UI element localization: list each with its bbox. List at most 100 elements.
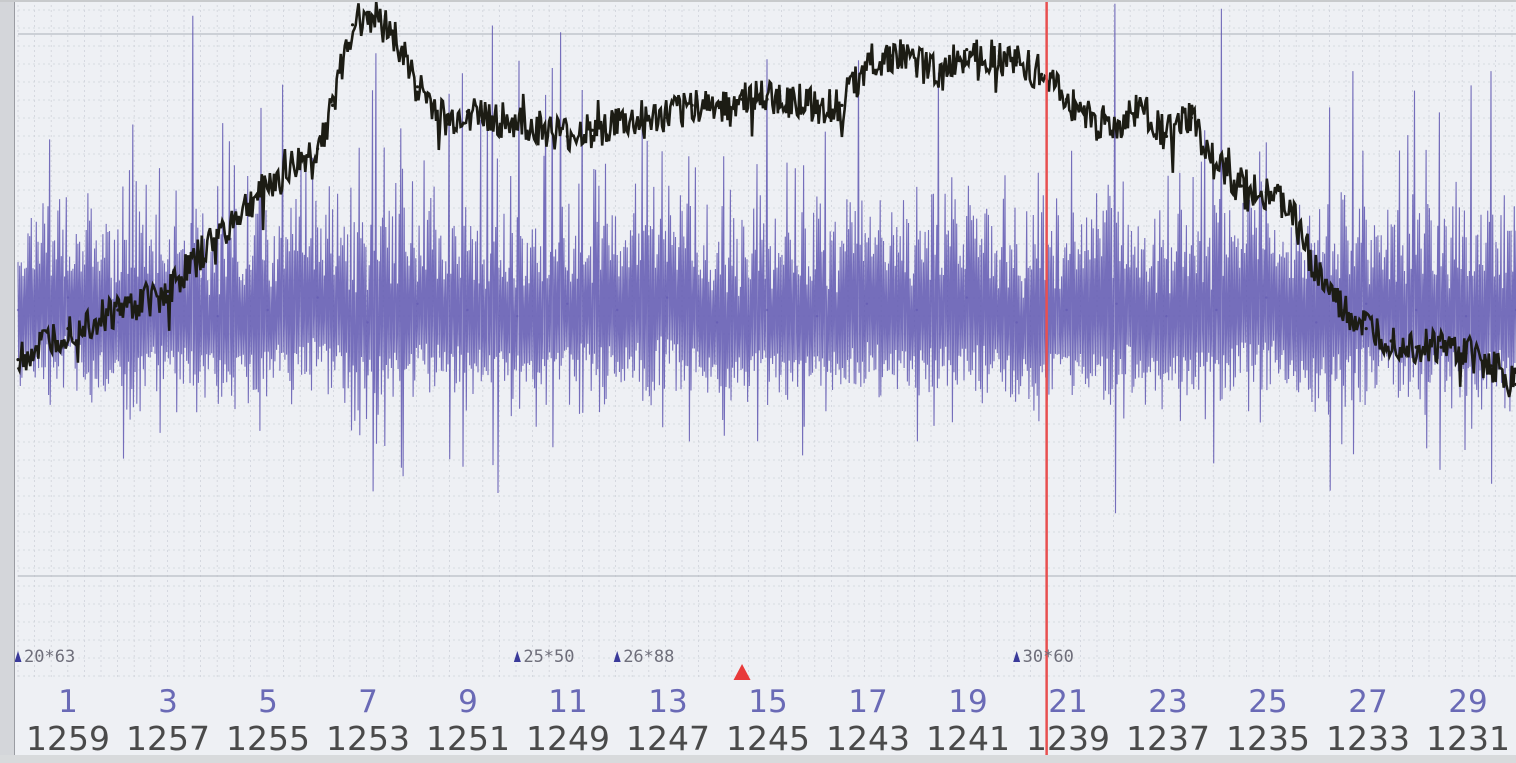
- black-series-point: [615, 122, 619, 126]
- x-tick-label-top: 23: [1148, 684, 1187, 720]
- left-border: [0, 0, 15, 763]
- black-series-point: [1065, 97, 1069, 101]
- black-series-point: [1489, 364, 1493, 368]
- black-series-point: [166, 289, 170, 293]
- x-tick-label-bottom: 1239: [1026, 719, 1110, 758]
- black-series-point: [1015, 60, 1019, 64]
- purple-series-point: [715, 321, 719, 324]
- black-series-point: [865, 60, 869, 64]
- black-series-point: [16, 358, 20, 362]
- x-tick-label-bottom: 1253: [326, 719, 410, 758]
- top-border: [0, 0, 1516, 2]
- black-series-point: [216, 234, 220, 238]
- purple-series-point: [1414, 308, 1418, 312]
- black-series-point: [1214, 165, 1218, 169]
- black-series-point: [316, 147, 320, 151]
- black-series-point: [590, 128, 594, 132]
- black-series-point: [815, 103, 819, 107]
- purple-series-point: [366, 321, 369, 324]
- black-series-point: [1264, 190, 1268, 194]
- black-series-point: [1314, 271, 1318, 275]
- black-series-point: [350, 23, 355, 27]
- black-series-point: [565, 134, 569, 138]
- x-tick-label-bottom: 1255: [226, 719, 310, 758]
- purple-series-point: [1215, 308, 1218, 312]
- purple-series-point: [266, 308, 269, 312]
- black-series-point: [490, 116, 494, 120]
- x-tick-label-bottom: 1231: [1426, 719, 1510, 758]
- marker-layer: 20*63 25*50 26*88 30*60: [14, 647, 1074, 680]
- purple-series-point: [1315, 321, 1318, 324]
- x-tick-label-bottom: 1257: [126, 719, 210, 758]
- x-tick-label-top: 19: [948, 684, 987, 720]
- black-series-point: [1114, 128, 1119, 132]
- x-tick-label-top: 27: [1348, 684, 1387, 720]
- black-series-point: [1040, 72, 1044, 76]
- purple-series-point: [1265, 296, 1268, 299]
- x-tick-label-bottom: 1243: [826, 719, 910, 758]
- x-tick-label-top: 11: [548, 684, 587, 720]
- black-series-point: [940, 72, 944, 76]
- black-series-line: [16, 1, 1516, 398]
- purple-series-point: [1365, 302, 1368, 305]
- x-tick-label-top: 13: [648, 684, 687, 720]
- purple-series-point: [965, 296, 968, 299]
- black-series-point: [266, 184, 270, 188]
- marker-pointer-icon: [613, 651, 621, 662]
- black-series-point: [1464, 351, 1468, 355]
- black-series-point: [1289, 209, 1293, 213]
- purple-series-point: [1464, 315, 1468, 318]
- event-marker-label: 20*63: [24, 647, 75, 667]
- purple-series-point: [66, 296, 70, 299]
- purple-series-point: [466, 308, 469, 312]
- black-series-point: [740, 97, 744, 101]
- black-series-point: [465, 110, 469, 114]
- x-tick-label-top: 3: [158, 684, 178, 720]
- black-series-point: [790, 97, 794, 101]
- black-series-point: [415, 85, 420, 89]
- purple-series-point: [516, 315, 519, 318]
- x-tick-label-bottom: 1247: [626, 719, 710, 758]
- event-marker-label: 26*88: [623, 647, 674, 667]
- tick-layer: 1125931257512557125391251111249131247151…: [26, 684, 1510, 758]
- black-series-point: [66, 327, 70, 331]
- x-tick-label-top: 9: [458, 684, 478, 720]
- position-arrow-icon: [733, 664, 751, 680]
- bottom-border: [0, 755, 1516, 763]
- black-series-point: [840, 103, 844, 107]
- x-tick-label-bottom: 1251: [426, 719, 510, 758]
- black-series-point: [1389, 339, 1393, 343]
- black-series-point: [390, 29, 395, 33]
- marker-pointer-icon: [1013, 651, 1021, 662]
- black-series-point: [1189, 116, 1194, 120]
- x-tick-label-top: 1: [58, 684, 78, 720]
- purple-series-point: [1015, 321, 1018, 324]
- black-series-point: [1164, 134, 1169, 138]
- purple-series-point: [1065, 308, 1068, 312]
- purple-series-point: [815, 315, 819, 318]
- purple-series-point: [616, 308, 619, 312]
- purple-series-point: [1115, 302, 1118, 305]
- x-tick-label-top: 5: [258, 684, 278, 720]
- x-tick-label-bottom: 1237: [1126, 719, 1210, 758]
- black-series-point: [1089, 116, 1094, 120]
- purple-series-point: [116, 321, 120, 324]
- purple-series-point: [665, 296, 669, 299]
- marker-pointer-icon: [513, 651, 521, 662]
- black-series-point: [665, 116, 669, 120]
- black-series-point: [1414, 345, 1418, 349]
- black-series-point: [365, 10, 370, 14]
- black-series-point: [715, 103, 719, 107]
- purple-series-point: [16, 308, 20, 312]
- black-series-point: [1239, 184, 1243, 188]
- black-series-point: [1339, 308, 1343, 312]
- purple-series-point: [1165, 315, 1168, 318]
- marker-pointer-icon: [14, 651, 22, 662]
- event-marker-label: 25*50: [523, 647, 574, 667]
- black-series-point: [765, 97, 769, 101]
- purple-series-point: [316, 296, 319, 299]
- purple-series-line: [17, 3, 1516, 514]
- black-series-point: [1139, 103, 1144, 107]
- purple-series-point: [765, 308, 769, 312]
